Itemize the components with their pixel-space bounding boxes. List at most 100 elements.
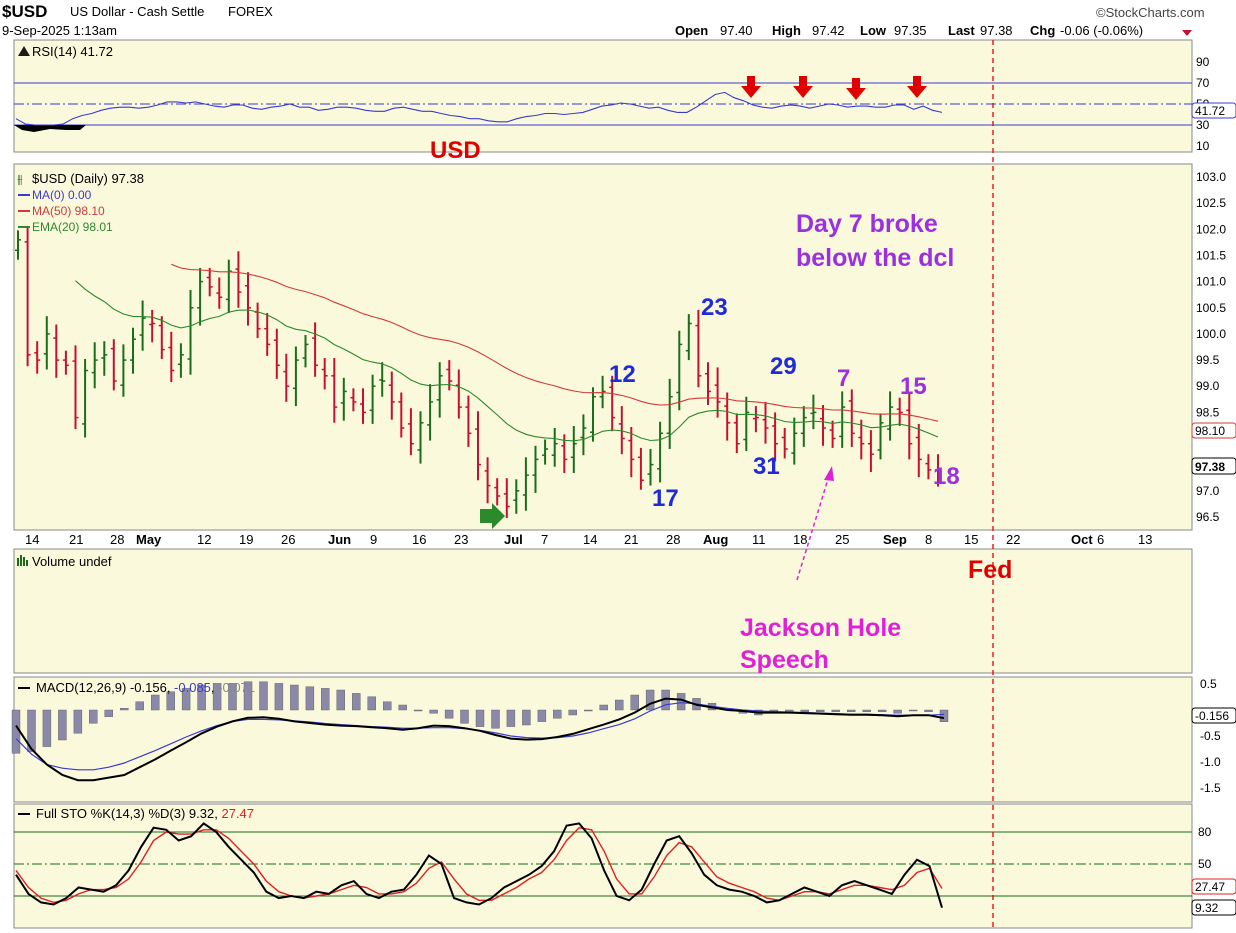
rsi-tick-label: 70	[1196, 76, 1210, 90]
macd-hist-bar	[212, 683, 222, 711]
macd-hist-bar	[831, 709, 840, 712]
price-bar	[580, 414, 587, 456]
macd-hist-bar	[568, 709, 577, 716]
price-bar	[34, 341, 41, 374]
x-tick-label: 6	[1097, 532, 1104, 547]
price-bar	[752, 406, 759, 433]
macd-hist-bar	[537, 709, 547, 722]
cycle-label-17: 17	[652, 485, 679, 512]
x-tick-label: Jun	[328, 532, 351, 547]
x-tick-label: 16	[412, 532, 426, 547]
price-bar	[15, 230, 21, 260]
high-value: 97.42	[812, 23, 845, 38]
sto-d-last-box	[1191, 878, 1236, 895]
timestamp: 9-Sep-2025 1:13am	[2, 23, 117, 38]
price-bar	[130, 327, 136, 374]
price-bar	[302, 335, 309, 368]
price-bar	[570, 426, 577, 473]
macd-hist-bar	[924, 709, 933, 712]
price-bar	[465, 395, 472, 447]
open-value: 97.40	[720, 23, 753, 38]
price-bar	[762, 401, 769, 444]
macd-hist-bar	[800, 709, 809, 712]
macd-hist-bar	[939, 709, 949, 723]
price-bar	[264, 313, 271, 356]
rsi-legend: RSI(14) 41.72	[32, 44, 113, 59]
price-bar	[791, 417, 798, 465]
day7-note-line2: below the dcl	[796, 244, 954, 272]
price-bar	[436, 362, 443, 418]
down-arrow-icon	[846, 78, 866, 100]
price-bar	[72, 345, 79, 430]
macd-hist-bar	[862, 709, 871, 712]
rsi-tick-label: 10	[1196, 139, 1210, 153]
price-tick-label: 96.5	[1196, 510, 1220, 524]
last-value: 97.38	[980, 23, 1013, 38]
price-bar	[772, 412, 779, 462]
pointer-arrowhead-icon	[824, 466, 834, 481]
sto-legend-d: 27.47	[221, 806, 254, 821]
x-tick-label: 18	[793, 532, 807, 547]
price-bar	[724, 392, 731, 441]
price-tick-label: 101.5	[1196, 249, 1226, 263]
price-bar	[369, 374, 376, 424]
low-value: 97.35	[894, 23, 927, 38]
x-tick-label: 15	[964, 532, 978, 547]
macd-legend-signal: -0.085	[174, 680, 211, 695]
price-last-box	[1191, 457, 1236, 475]
price-tick-label: 103.0	[1196, 170, 1226, 184]
price-bar	[283, 353, 290, 402]
price-bar	[695, 309, 702, 388]
price-bars	[15, 226, 941, 518]
macd-hist-bar	[877, 709, 887, 712]
down-arrow-icon	[907, 76, 927, 98]
price-bar	[168, 331, 175, 382]
ma50-line	[171, 263, 939, 422]
sto-k-line	[15, 822, 943, 908]
sto-axis: 80 50	[1198, 825, 1212, 871]
price-bar	[609, 375, 616, 432]
rsi-last-label: 41.72	[1195, 104, 1225, 118]
x-tick-label: 21	[624, 532, 638, 547]
macd-hist-bar	[615, 699, 624, 711]
price-bar	[503, 478, 510, 518]
price-tick-label: 102.5	[1196, 196, 1226, 210]
x-tick-label: 23	[454, 532, 468, 547]
rsi-tick-label: 30	[1196, 118, 1210, 132]
price-bar	[542, 439, 549, 465]
price-bar	[743, 396, 750, 451]
sto-legend-prefix: Full STO %K(14,3) %D(3)	[36, 806, 185, 821]
price-bar	[360, 388, 366, 424]
x-tick-label: 19	[239, 532, 253, 547]
price-tick-label: 100.0	[1196, 327, 1226, 341]
price-bar	[848, 389, 855, 447]
ma0-legend: MA(0) 0.00	[32, 188, 92, 202]
macd-tick-label: 0.5	[1200, 677, 1217, 691]
macd-hist-bar	[104, 709, 114, 717]
chg-label: Chg	[1030, 23, 1055, 38]
price-bar	[685, 314, 692, 361]
price-bar	[915, 423, 922, 478]
macd-hist-bar	[150, 694, 160, 711]
macd-hist-bar	[893, 709, 902, 714]
price-bar	[484, 457, 491, 504]
price-bar	[858, 419, 865, 460]
price-bar	[867, 430, 874, 472]
macd-tick-label: -0.5	[1200, 729, 1221, 743]
price-panel	[13, 163, 1193, 531]
price-bar	[312, 322, 319, 377]
price-bar	[91, 342, 98, 389]
macd-hist-bar	[553, 709, 562, 719]
price-bar	[599, 375, 606, 409]
cycle-label-29: 29	[770, 353, 797, 380]
ma50-legend: MA(50) 98.10	[32, 204, 105, 218]
price-bar	[350, 388, 357, 412]
macd-hist-bar	[197, 684, 206, 711]
price-bar	[733, 413, 740, 454]
x-axis: 14 21 28 May 12 19 26 Jun 9 16 23 Jul 7 14 21 28 Aug 11 18…	[25, 532, 1152, 547]
price-bar	[379, 362, 386, 397]
macd-hist-bar	[367, 696, 376, 711]
rsi-last-box	[1191, 102, 1236, 119]
price-bar	[110, 339, 117, 391]
macd-axis: 0.5 -0.5 -1.0 -1.5	[1200, 677, 1221, 795]
